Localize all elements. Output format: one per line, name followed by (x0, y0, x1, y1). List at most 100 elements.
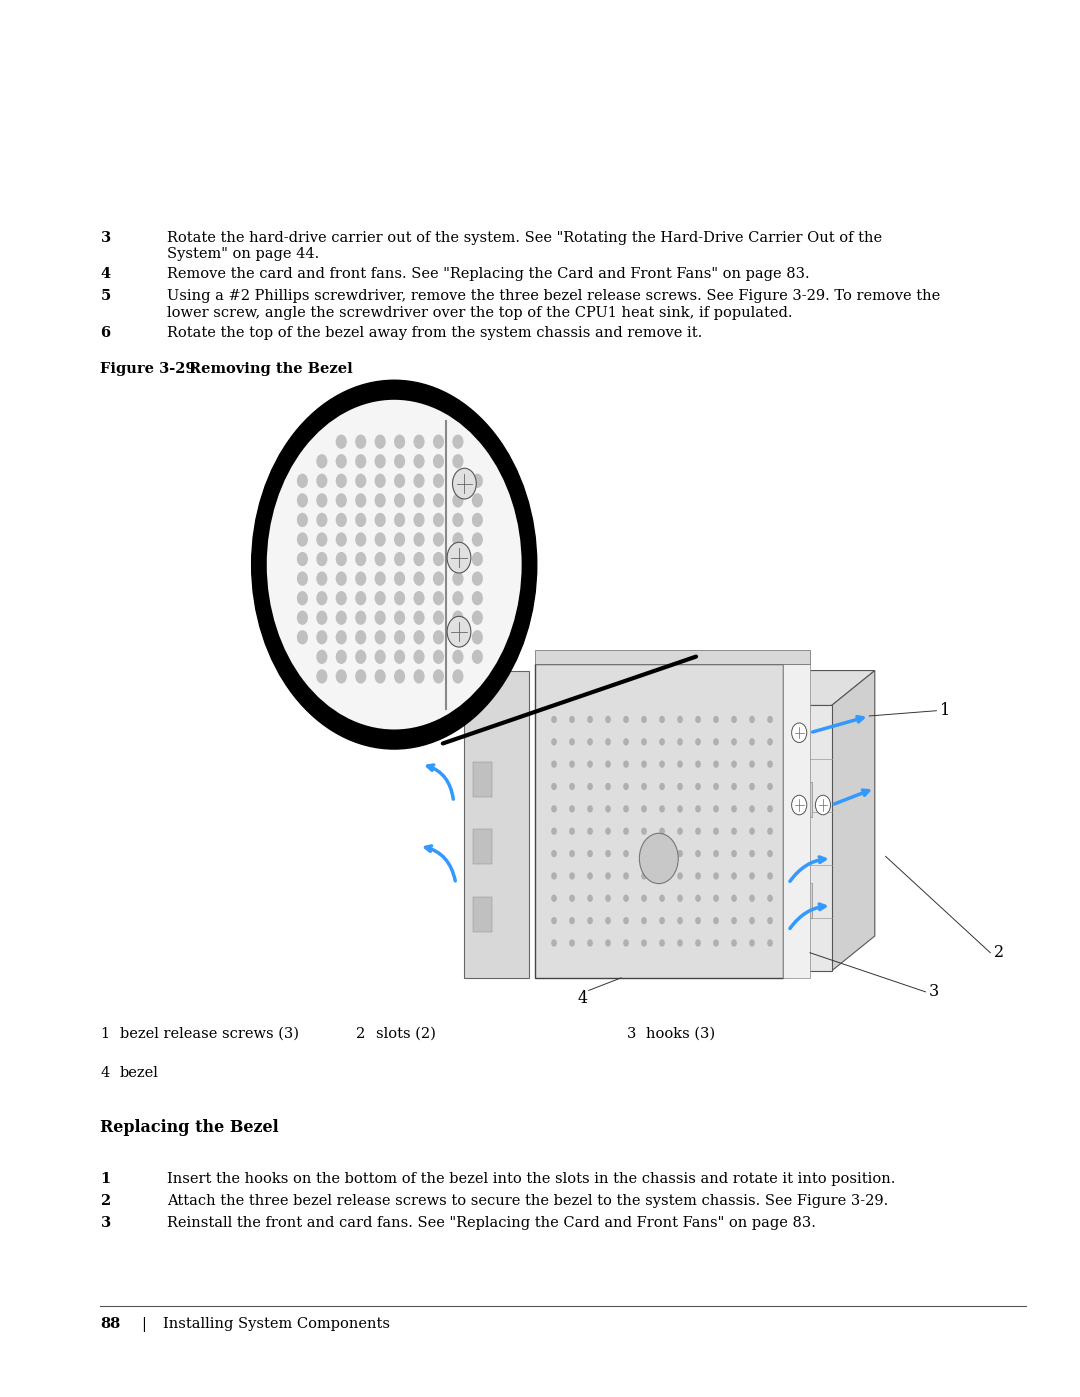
Circle shape (433, 630, 444, 644)
Circle shape (355, 454, 366, 468)
Circle shape (453, 591, 463, 605)
Circle shape (569, 805, 575, 812)
Circle shape (355, 610, 366, 624)
Circle shape (623, 895, 629, 902)
Circle shape (472, 571, 483, 585)
Circle shape (605, 895, 611, 902)
Circle shape (623, 805, 629, 812)
Circle shape (767, 849, 773, 856)
Circle shape (696, 739, 701, 746)
Circle shape (336, 474, 347, 488)
Circle shape (472, 630, 483, 644)
Circle shape (316, 591, 327, 605)
Circle shape (414, 610, 424, 624)
Circle shape (551, 760, 557, 768)
Circle shape (414, 493, 424, 507)
Circle shape (316, 571, 327, 585)
Circle shape (355, 571, 366, 585)
Circle shape (569, 760, 575, 768)
Circle shape (677, 782, 683, 789)
Circle shape (433, 571, 444, 585)
Circle shape (731, 782, 737, 789)
Circle shape (447, 542, 471, 573)
Circle shape (642, 782, 647, 789)
Circle shape (394, 630, 405, 644)
Circle shape (714, 939, 719, 947)
Circle shape (605, 760, 611, 768)
Circle shape (394, 610, 405, 624)
Circle shape (767, 918, 773, 925)
Circle shape (696, 939, 701, 947)
Circle shape (696, 805, 701, 812)
Circle shape (394, 513, 405, 527)
Circle shape (316, 454, 327, 468)
Text: 3: 3 (929, 983, 939, 1000)
Circle shape (696, 827, 701, 834)
Circle shape (336, 591, 347, 605)
Text: 88: 88 (100, 1317, 121, 1331)
Circle shape (433, 493, 444, 507)
Circle shape (336, 434, 347, 448)
Circle shape (394, 552, 405, 566)
Circle shape (453, 571, 463, 585)
Circle shape (605, 872, 611, 880)
Circle shape (336, 610, 347, 624)
Circle shape (714, 760, 719, 768)
Circle shape (355, 669, 366, 683)
Circle shape (569, 849, 575, 856)
Circle shape (677, 939, 683, 947)
Circle shape (414, 434, 424, 448)
Circle shape (375, 552, 386, 566)
Text: Removing the Bezel: Removing the Bezel (189, 362, 353, 376)
Circle shape (659, 895, 665, 902)
Text: Replacing the Bezel: Replacing the Bezel (100, 1119, 279, 1136)
Circle shape (750, 760, 755, 768)
Circle shape (750, 849, 755, 856)
Circle shape (433, 513, 444, 527)
Circle shape (714, 918, 719, 925)
Circle shape (569, 827, 575, 834)
Circle shape (355, 591, 366, 605)
FancyBboxPatch shape (788, 782, 812, 817)
Circle shape (355, 474, 366, 488)
Circle shape (394, 474, 405, 488)
Circle shape (316, 630, 327, 644)
Circle shape (588, 895, 593, 902)
Circle shape (551, 805, 557, 812)
Circle shape (767, 939, 773, 947)
Circle shape (453, 468, 476, 499)
Circle shape (551, 872, 557, 880)
Circle shape (623, 918, 629, 925)
Circle shape (297, 532, 308, 546)
Circle shape (588, 849, 593, 856)
Circle shape (453, 513, 463, 527)
Circle shape (750, 805, 755, 812)
Circle shape (767, 760, 773, 768)
Circle shape (453, 552, 463, 566)
Circle shape (750, 895, 755, 902)
Circle shape (659, 739, 665, 746)
Circle shape (355, 630, 366, 644)
Text: Installing System Components: Installing System Components (163, 1317, 390, 1331)
Circle shape (433, 552, 444, 566)
Circle shape (414, 552, 424, 566)
Circle shape (731, 872, 737, 880)
Circle shape (394, 454, 405, 468)
Circle shape (375, 532, 386, 546)
Circle shape (588, 918, 593, 925)
Text: 3: 3 (100, 1217, 110, 1231)
Polygon shape (832, 671, 875, 971)
Circle shape (642, 939, 647, 947)
Circle shape (767, 872, 773, 880)
Circle shape (714, 872, 719, 880)
Circle shape (414, 513, 424, 527)
Circle shape (336, 552, 347, 566)
Text: Remove the card and front fans. See "Replacing the Card and Front Fans" on page : Remove the card and front fans. See "Rep… (167, 267, 810, 281)
Circle shape (659, 717, 665, 724)
Text: Attach the three bezel release screws to secure the bezel to the system chassis.: Attach the three bezel release screws to… (167, 1194, 889, 1208)
Circle shape (316, 552, 327, 566)
FancyBboxPatch shape (783, 664, 810, 978)
Circle shape (472, 474, 483, 488)
Circle shape (375, 669, 386, 683)
Text: 1: 1 (100, 1027, 109, 1041)
